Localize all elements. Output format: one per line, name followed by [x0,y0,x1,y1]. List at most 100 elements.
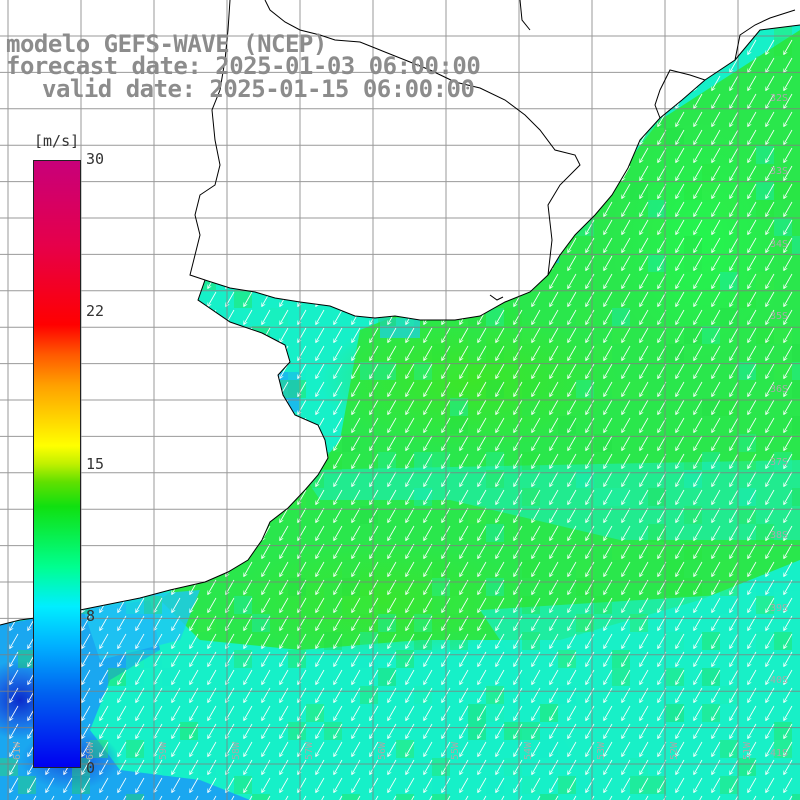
wind-arrow [82,471,91,486]
wind-arrow [208,201,217,216]
wind-arrow [712,201,721,216]
wind-arrow [514,543,523,558]
wind-arrow [370,219,379,234]
wind-arrow [568,543,577,558]
wind-arrow [352,471,361,486]
wind-arrow [82,237,91,252]
wind-arrow [460,561,469,576]
wind-arrow [532,489,541,504]
wind-arrow [172,363,181,378]
lat-label: 41S [770,748,789,760]
wind-arrow [298,345,307,360]
wind-arrow [478,561,487,576]
wind-arrow [298,219,307,234]
wind-arrow [298,147,307,162]
wind-arrow [334,165,343,180]
wind-arrow [550,381,559,396]
wind-arrow [388,561,397,576]
wind-arrow [532,201,541,216]
wind-arrow [334,237,343,252]
wind-arrow [730,111,739,126]
wind-arrow [514,201,523,216]
wind-arrow [748,471,757,486]
wind-arrow [586,165,595,180]
wind-arrow [748,129,757,144]
wind-arrow [496,507,505,522]
wind-arrow [712,363,721,378]
wind-arrow [280,309,289,324]
wind-arrow [730,633,739,648]
wind-arrow [406,183,415,198]
wind-arrow [766,453,775,468]
wind-arrow [622,525,631,540]
wind-arrow [514,57,523,72]
wind-arrow [568,633,577,648]
wind-arrow [100,165,109,180]
wind-arrow [190,111,199,126]
wind-arrow [586,93,595,108]
wind-arrow [532,219,541,234]
wind-arrow [190,345,199,360]
wind-arrow [640,633,649,648]
wind-arrow [586,417,595,432]
wind-arrow [568,111,577,126]
wind-arrow [730,489,739,504]
wind-arrow [676,543,685,558]
wind-arrow [118,669,127,684]
wind-arrow [766,111,775,126]
wind-arrow [298,399,307,414]
wind-arrow [118,309,127,324]
wind-arrow [694,399,703,414]
colorbar-tick-15: 15 [86,455,105,473]
wind-arrow [694,39,703,54]
wind-arrow [82,669,91,684]
wind-arrow [10,183,19,198]
wind-arrow [784,345,793,360]
wind-arrow [748,381,757,396]
wind-arrow [730,291,739,306]
wind-arrow [676,597,685,612]
wind-arrow [262,165,271,180]
wind-arrow [514,471,523,486]
wind-arrow [370,435,379,450]
wind-arrow [532,453,541,468]
wind-arrow [460,543,469,558]
wind-arrow [136,417,145,432]
wind-arrow [622,129,631,144]
wind-arrow [388,399,397,414]
wind-arrow [766,471,775,486]
wind-arrow [424,417,433,432]
wind-arrow [694,183,703,198]
wind-arrow [460,183,469,198]
wind-arrow [10,345,19,360]
wind-arrow [262,471,271,486]
wind-arrow [514,39,523,54]
wind-arrow [244,399,253,414]
wind-arrow [748,291,757,306]
wind-arrow [424,345,433,360]
wind-arrow [208,165,217,180]
wind-arrow [766,417,775,432]
wind-arrow [784,435,793,450]
wind-arrow [100,273,109,288]
wind-arrow [82,129,91,144]
wind-arrow [280,129,289,144]
wind-arrow [172,327,181,342]
wind-arrow [514,435,523,450]
wind-arrow [118,129,127,144]
wind-arrow [316,399,325,414]
wind-arrow [100,327,109,342]
lat-label: 35S [770,311,789,323]
wind-arrow [478,381,487,396]
wind-arrow [10,291,19,306]
wind-arrow [370,111,379,126]
wind-arrow [712,561,721,576]
wind-arrow [640,291,649,306]
wind-arrow [784,399,793,414]
wind-arrow [496,255,505,270]
wind-arrow [532,363,541,378]
wind-arrow [370,525,379,540]
wind-arrow [640,489,649,504]
wind-arrow [568,381,577,396]
wind-arrow [604,435,613,450]
